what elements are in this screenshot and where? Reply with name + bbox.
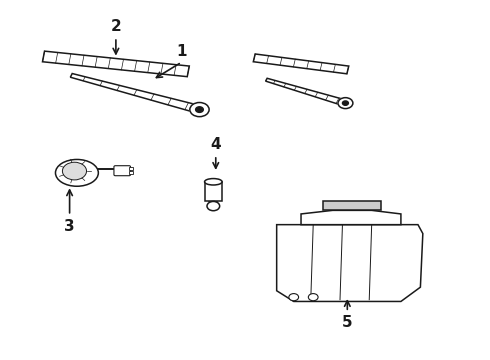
Text: 4: 4 [210,137,221,152]
Bar [204,182,222,202]
Text: 1: 1 [176,44,187,59]
Text: 3: 3 [64,219,75,234]
Circle shape [289,294,298,301]
Circle shape [207,202,220,211]
Circle shape [62,162,87,180]
Circle shape [343,101,348,105]
Circle shape [190,103,209,117]
Polygon shape [71,73,201,113]
Text: 2: 2 [111,19,121,34]
Polygon shape [277,225,423,301]
Polygon shape [253,54,349,74]
Circle shape [196,107,203,112]
FancyBboxPatch shape [114,166,130,176]
Polygon shape [301,210,401,225]
Polygon shape [266,78,347,106]
Bar [129,167,133,170]
Circle shape [308,294,318,301]
Ellipse shape [204,179,222,185]
Circle shape [338,98,353,109]
Ellipse shape [55,159,98,186]
Text: 5: 5 [342,315,353,330]
Bar [129,171,133,174]
Polygon shape [323,202,381,210]
Polygon shape [43,51,189,77]
